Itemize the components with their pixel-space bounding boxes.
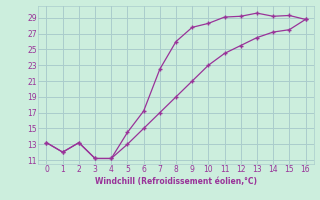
X-axis label: Windchill (Refroidissement éolien,°C): Windchill (Refroidissement éolien,°C) bbox=[95, 177, 257, 186]
